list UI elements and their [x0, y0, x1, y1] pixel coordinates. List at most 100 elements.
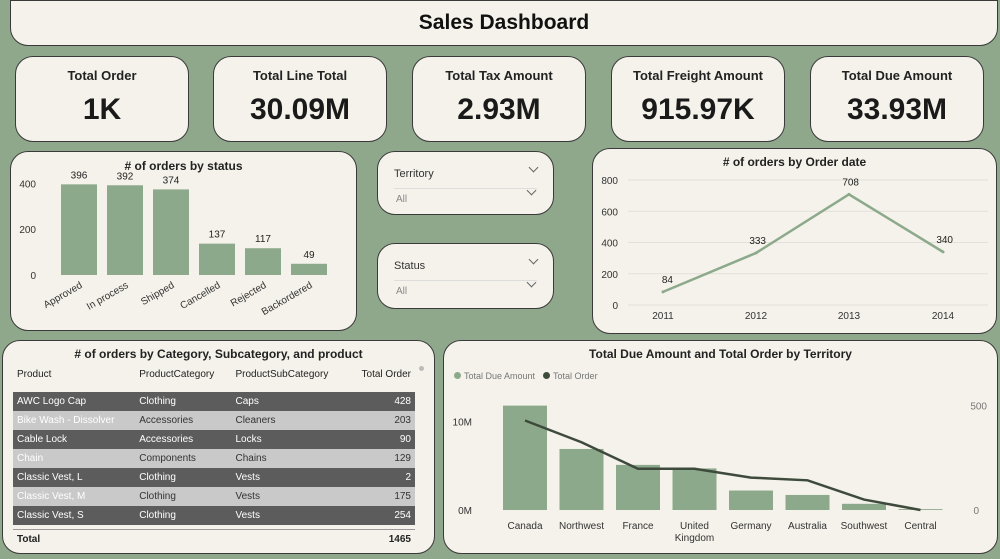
table-row[interactable]: Bike Wash - Dissolver Accessories Cleaners… — [13, 411, 415, 430]
table-cell: Vests — [231, 506, 349, 525]
table-cell: Cleaners — [231, 411, 349, 430]
table-cell: Classic Vest, L — [13, 468, 136, 487]
kpi-value: 33.93M — [846, 93, 948, 126]
column-header[interactable]: Total Order — [361, 369, 411, 380]
table-cell: Classic Vest, M — [13, 487, 136, 506]
table-cell: Clothing — [135, 468, 232, 487]
table-row[interactable]: Cable Lock Accessories Locks 90 — [13, 430, 415, 449]
x-tick-label: Shipped — [139, 280, 176, 308]
x-tick-label: 2012 — [745, 311, 768, 322]
bar — [107, 185, 143, 275]
data-label: 392 — [117, 171, 134, 182]
territory-chart: 10M 0M 500 0 Canada Northwest France UnitedKing… — [453, 401, 988, 544]
column-header[interactable]: ProductCategory — [139, 369, 215, 380]
table-cell: Clothing — [135, 487, 232, 506]
column-header[interactable]: ProductSubCategory — [235, 369, 329, 380]
column-header[interactable]: Product — [17, 369, 52, 380]
bar — [153, 189, 189, 275]
bar — [291, 263, 327, 275]
chart-legend: Total Due Amount Total Order — [454, 371, 598, 381]
territory-slicer[interactable]: Territory All — [377, 151, 554, 215]
table-cell: 175 — [348, 487, 415, 506]
x-tick-label: United — [680, 521, 709, 532]
orders-by-date-panel: # of orders by Order date 800 600 400 200 0 8… — [592, 148, 997, 334]
table-cell: Classic Vest, S — [13, 506, 136, 525]
chevron-down-icon[interactable] — [528, 254, 539, 265]
table-row[interactable]: AWC Logo Cap Clothing Caps 428 — [13, 392, 415, 411]
chart-title: # of orders by Order date — [722, 155, 867, 169]
status-slicer[interactable]: Status All — [377, 243, 554, 309]
table-total-row: Total 1465 — [13, 529, 415, 545]
table-cell: Clothing — [135, 506, 232, 525]
x-tick-label: Approved — [42, 280, 85, 311]
table-row[interactable]: Classic Vest, S Clothing Vests 254 — [13, 506, 415, 525]
category-table-panel: # of orders by Category, Subcategory, an… — [2, 340, 435, 554]
table-title: # of orders by Category, Subcategory, an… — [74, 347, 363, 361]
x-tick-label: Cancelled — [178, 280, 222, 312]
bar — [672, 468, 717, 510]
slicer-value[interactable]: All — [396, 194, 408, 205]
category-table: Product ProductCategory ProductSubCatego… — [13, 363, 415, 525]
slicer-value[interactable]: All — [396, 286, 408, 297]
table-cell: Cable Lock — [13, 430, 136, 449]
table-cell: Chains — [231, 449, 349, 468]
x-tick-label: 2011 — [652, 311, 674, 322]
kpi-value: 30.09M — [249, 93, 351, 126]
table-row[interactable]: Classic Vest, M Clothing Vests 175 — [13, 487, 415, 506]
table-row[interactable]: Classic Vest, L Clothing Vests 2 — [13, 468, 415, 487]
bar — [729, 490, 773, 510]
x-tick-label: Rejected — [229, 280, 269, 309]
table-cell: Components — [135, 449, 232, 468]
kpi-total-tax-amount: Total Tax Amount 2.93M — [412, 56, 586, 142]
series-line — [524, 419, 921, 512]
table-cell: Accessories — [135, 430, 232, 449]
orders-by-status-panel: # of orders by status 400 200 0 396 Approved… — [10, 151, 357, 331]
data-label: 708 — [842, 177, 859, 188]
table-cell: Clothing — [135, 392, 232, 411]
slicer-divider — [394, 188, 537, 189]
data-label: 137 — [209, 230, 226, 241]
data-point — [941, 250, 945, 254]
y2-tick-label: 500 — [970, 401, 987, 412]
data-point — [847, 192, 851, 196]
kpi-label: Total Due Amount — [841, 68, 953, 83]
kpi-label: Total Order — [67, 68, 137, 83]
slicer-label: Status — [394, 260, 426, 272]
y-tick-label: 200 — [19, 225, 36, 236]
x-tick-label: Northwest — [559, 521, 604, 532]
legend-item: Total Due Amount — [454, 371, 535, 381]
data-label: 117 — [255, 234, 271, 245]
table-cell: 203 — [348, 411, 415, 430]
table-row[interactable]: Chain Components Chains 129 — [13, 449, 415, 468]
bar — [616, 464, 660, 510]
table-cell: 90 — [348, 430, 415, 449]
chevron-down-icon[interactable] — [528, 162, 539, 173]
legend-swatch — [543, 372, 551, 379]
kpi-total-due-amount: Total Due Amount 33.93M — [810, 56, 984, 142]
legend-label: Total Due Amount — [464, 371, 536, 381]
total-value: 1465 — [388, 534, 411, 545]
data-label: 374 — [163, 175, 180, 186]
data-point — [754, 251, 758, 255]
data-label: 396 — [71, 170, 88, 181]
y-tick-label: 200 — [601, 270, 618, 281]
data-label: 333 — [749, 236, 766, 247]
table-cell: Vests — [231, 468, 349, 487]
table-cell: 129 — [348, 449, 415, 468]
data-label: 84 — [662, 275, 674, 286]
x-tick-label: France — [622, 521, 654, 532]
scrollbar[interactable] — [419, 366, 424, 371]
x-tick-label: Southwest — [841, 521, 888, 532]
x-tick-label: Australia — [788, 521, 827, 532]
chart-title: Total Due Amount and Total Order by Terr… — [589, 347, 852, 361]
x-tick-label: Canada — [507, 521, 542, 532]
y-tick-label: 0 — [612, 301, 618, 312]
y-tick-label: 400 — [19, 179, 36, 190]
total-label: Total — [17, 534, 41, 545]
x-tick-label: Germany — [730, 521, 771, 532]
kpi-value: 915.97K — [641, 93, 755, 126]
x-tick-label: Backordered — [260, 280, 315, 318]
kpi-label: Total Freight Amount — [633, 68, 763, 83]
bar — [503, 405, 547, 510]
page-title: Sales Dashboard — [418, 11, 590, 34]
